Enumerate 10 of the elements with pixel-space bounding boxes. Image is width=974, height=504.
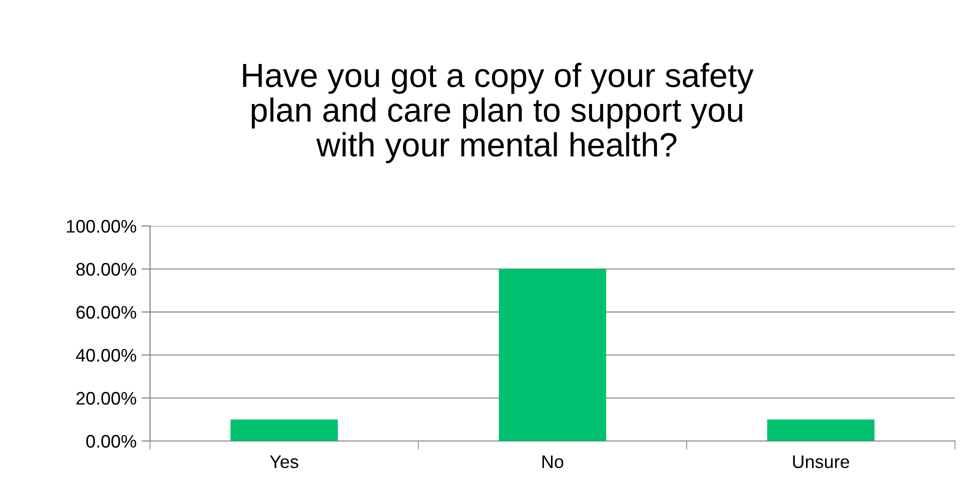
y-tick-label: 60.00% [76,306,136,319]
y-tick-label: 80.00% [76,262,136,276]
y-tick-label: 40.00% [76,348,136,362]
x-tick-label: Yes [270,456,298,468]
y-tick-label: 100.00% [66,220,136,233]
x-tick-label: Unsure [793,456,850,468]
x-tick-label: No [542,456,564,468]
chart-title: Have you got a copy of your safety plan and care plan to support you with your mental health? [243,62,754,164]
y-tick-label: 0.00% [86,434,136,448]
y-tick-label: 20.00% [76,392,136,405]
